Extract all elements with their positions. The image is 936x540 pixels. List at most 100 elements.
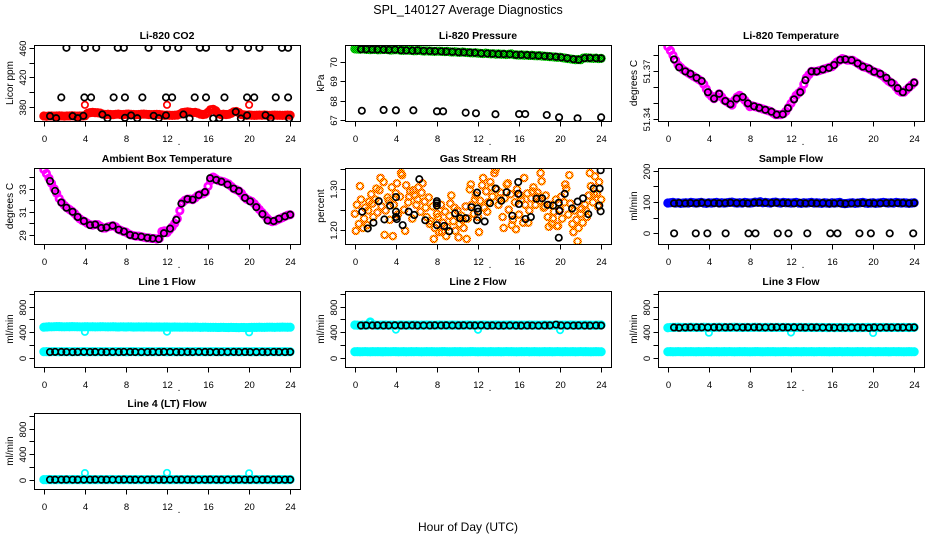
li-820-pressure-black-series [356, 45, 606, 64]
line-2-flow-black-series [356, 320, 606, 330]
li-820-temperature-black-point [807, 67, 816, 76]
line-1-flow-black-point [200, 347, 210, 357]
y-tick-label: 800 [642, 300, 653, 316]
li-820-pressure-black-point [494, 50, 503, 59]
ambient-box-temperature-black-point [159, 229, 168, 238]
line-3-flow-cyan-point [909, 347, 919, 357]
li-820-co2-black-point [144, 45, 153, 52]
gas-stream-rh-orange-point [544, 222, 554, 232]
y-tick-label: 51.37 [642, 60, 653, 84]
x-tick-label: 4 [394, 134, 399, 145]
line-4-lt-flow-black-point [154, 475, 163, 484]
x-tick-label: 24 [285, 502, 296, 513]
line-1-flow-black-point [172, 347, 181, 357]
y-tick-label: 400 [18, 447, 29, 463]
x-tick-label: 16 [203, 134, 214, 145]
gas-stream-rh-orange-point [351, 226, 361, 236]
x-axis: 0 4 8 12 16 20 24. [42, 489, 296, 516]
li-820-co2-black-point [271, 93, 280, 102]
line-3-flow-black-point [767, 323, 776, 332]
line-3-flow-black-point [681, 323, 690, 332]
panel-title: Line 1 Flow [138, 276, 196, 288]
li-820-pressure-black-point [439, 107, 448, 116]
line-4-lt-flow-black-point [143, 475, 152, 484]
line-4-lt-flow-black-point [97, 475, 106, 484]
gas-stream-rh-orange-point [459, 223, 468, 233]
li-820-co2-black-point [161, 111, 171, 120]
x-tick-label: 12 [162, 502, 173, 513]
gas-stream-rh-black-point [374, 197, 383, 206]
x-tick-label: 12 [162, 380, 173, 391]
y-tick-label: 51.34 [642, 108, 653, 132]
li-820-pressure-black-point [597, 113, 606, 121]
gas-stream-rh-orange-point [548, 214, 558, 223]
li-820-pressure-black-series [357, 105, 606, 121]
line-4-lt-flow-black-series [45, 475, 295, 484]
li-820-co2-red-series [80, 100, 254, 109]
ambient-box-temperature-black-point [154, 234, 163, 244]
x-tick-label: 0 [42, 134, 47, 145]
li-820-co2-black-series [45, 107, 294, 121]
li-820-pressure-black-point [379, 105, 388, 115]
x-tick-label: 8 [124, 134, 129, 145]
panel-title: Line 4 (LT) Flow [127, 398, 207, 410]
line-3-flow-black-series [669, 323, 919, 332]
x-axis: 0 4 8 12 16 20 24. [42, 367, 296, 394]
line-3-flow-black-point [738, 323, 747, 332]
y-tick-label: 400 [18, 325, 29, 341]
panel-line-4-lt-flow: Line 4 (LT) Flow 0 4 8 12 16 20 24. 0 400 800ml/mi… [5, 398, 301, 516]
li-820-co2-black-point [190, 93, 199, 102]
y-tick-label: 0 [18, 356, 29, 361]
x-tick-label: 0 [353, 134, 358, 145]
plot-area [663, 45, 919, 120]
gas-stream-rh-black-point [554, 198, 563, 207]
ambient-box-temperature-black-point [200, 188, 210, 197]
line-1-flow-black-point [212, 348, 221, 357]
ambient-box-temperature-black-point [258, 210, 267, 219]
line-2-flow-black-point [408, 321, 417, 330]
gas-stream-rh-orange-point [504, 205, 514, 214]
ambient-box-temperature-black-point [119, 227, 128, 236]
li-820-co2-black-point [133, 114, 142, 121]
gas-stream-rh-black-point [595, 184, 604, 193]
x-tick-label: 24 [909, 380, 920, 391]
x-tick-label: 4 [83, 257, 88, 268]
gas-stream-rh-black-point [398, 221, 407, 230]
li-820-co2-black-point [284, 45, 293, 52]
li-820-co2-black-point [215, 114, 224, 121]
panel-title: Li-820 Pressure [439, 30, 517, 42]
gas-stream-rh-orange-point [366, 189, 376, 199]
y-tick-label: 400 [642, 325, 653, 341]
gas-stream-rh-orange-point [574, 223, 583, 233]
line-1-flow-black-point [258, 347, 267, 357]
x-tick-label: 0 [42, 257, 47, 268]
gas-stream-rh-orange-point [356, 195, 366, 204]
gas-stream-rh-black-series [358, 168, 605, 242]
gas-stream-rh-orange-point [482, 207, 492, 217]
li-820-temperature-black-point [709, 94, 719, 103]
gas-stream-rh-orange-point [569, 227, 578, 237]
gas-stream-rh-orange-point [519, 173, 529, 183]
x-axis: 0 4 8 12 16 20 24. [42, 244, 296, 271]
li-820-co2-black-point [52, 114, 61, 121]
gas-stream-rh-black-point [514, 189, 523, 198]
sample-flow-black-point [864, 198, 874, 208]
line-1-flow-cyan-point [285, 322, 295, 332]
y-axis-label: Licor ppm [5, 61, 16, 105]
gas-stream-rh-orange-point [498, 212, 507, 222]
line-2-flow-cyan-point [596, 347, 606, 357]
x-tick-label: 16 [203, 257, 214, 268]
x-tick-label: 4 [394, 380, 399, 391]
line-2-flow-black-point [580, 321, 589, 330]
line-2-flow-black-point [597, 321, 606, 330]
x-tick-label: 24 [596, 134, 607, 145]
li-820-temperature-black-point [715, 89, 724, 98]
li-820-co2-black-point [168, 93, 177, 102]
y-tick-label: 33 [18, 184, 29, 195]
li-820-temperature-black-point [830, 60, 839, 70]
line-1-flow-cyan-series [80, 327, 254, 337]
y-tick-label: 460 [18, 41, 29, 57]
sample-flow-black-point [853, 198, 862, 208]
